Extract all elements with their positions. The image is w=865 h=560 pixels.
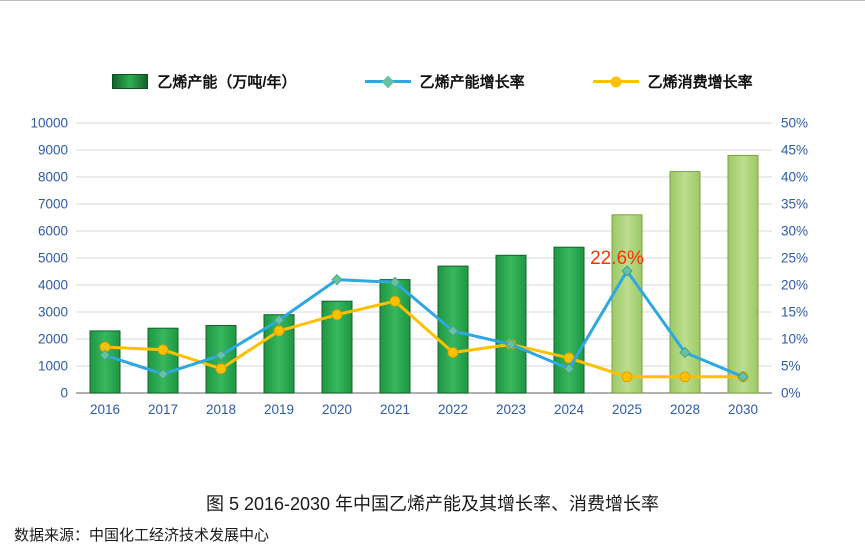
line-consumption-growth bbox=[99, 295, 749, 383]
left-axis-tick-label: 1000 bbox=[38, 359, 68, 374]
diamond-marker-icon bbox=[331, 274, 343, 286]
diamond-marker-icon bbox=[447, 325, 459, 337]
left-axis-tick-label: 8000 bbox=[38, 170, 68, 185]
diamond-marker-icon bbox=[505, 338, 517, 350]
left-axis-tick-label: 6000 bbox=[38, 224, 68, 239]
diamond-marker-icon bbox=[389, 276, 401, 288]
legend-item-capacity-bars: 乙烯产能（万吨/年） bbox=[112, 71, 297, 92]
diamond-marker-icon bbox=[99, 349, 111, 361]
right-axis-tick-label: 40% bbox=[781, 170, 808, 185]
left-axis-tick-label: 3000 bbox=[38, 305, 68, 320]
circle-marker-icon bbox=[621, 371, 633, 383]
x-axis-tick-label: 2025 bbox=[612, 402, 642, 417]
left-axis-tick-label: 9000 bbox=[38, 143, 68, 158]
right-axis-tick-label: 45% bbox=[781, 143, 808, 158]
circle-marker-icon bbox=[331, 309, 343, 321]
right-axis-tick-label: 35% bbox=[781, 197, 808, 212]
bar-2028 bbox=[669, 171, 701, 394]
legend-label-capacity-growth: 乙烯产能增长率 bbox=[419, 74, 525, 91]
circle-marker-icon bbox=[215, 363, 227, 375]
diamond-marker-icon bbox=[563, 363, 575, 375]
capacity-growth-line-icon bbox=[364, 75, 411, 88]
right-axis-tick-label: 20% bbox=[781, 278, 808, 293]
left-axis-tick-label: 10000 bbox=[30, 116, 68, 131]
circle-marker-icon bbox=[447, 347, 459, 358]
left-axis-tick-label: 0 bbox=[60, 386, 68, 401]
circle-marker-icon bbox=[157, 344, 169, 356]
x-axis-tick-label: 2021 bbox=[380, 402, 410, 417]
diamond-marker-icon bbox=[215, 349, 227, 361]
circle-marker-icon bbox=[679, 371, 691, 383]
left-axis-tick-label: 4000 bbox=[38, 278, 68, 293]
right-axis-tick-label: 30% bbox=[781, 224, 808, 239]
right-axis-tick-label: 15% bbox=[781, 305, 808, 320]
x-axis-tick-label: 2016 bbox=[90, 402, 120, 417]
legend-label-consumption-growth: 乙烯消费增长率 bbox=[647, 74, 753, 91]
circle-marker-icon bbox=[273, 325, 285, 337]
x-axis-tick-label: 2023 bbox=[496, 402, 526, 417]
x-axis-tick-label: 2030 bbox=[728, 402, 758, 417]
bar-2016 bbox=[89, 330, 121, 394]
consumption-growth-line-icon bbox=[592, 76, 639, 87]
x-axis-tick-label: 2019 bbox=[264, 402, 294, 417]
bar-2017 bbox=[147, 327, 179, 394]
chart-legend: 乙烯产能（万吨/年） 乙烯产能增长率 乙烯消费增长率 bbox=[0, 71, 865, 92]
right-axis-tick-label: 50% bbox=[781, 116, 808, 131]
left-axis-tick-label: 2000 bbox=[38, 332, 68, 347]
diamond-marker-icon bbox=[157, 368, 169, 380]
data-source: 数据来源：中国化工经济技术发展中心 bbox=[14, 527, 270, 544]
circle-marker-icon bbox=[389, 295, 401, 307]
line-capacity-growth bbox=[99, 265, 749, 383]
chart-canvas: 0 1000 2000 3000 4000 5000 6000 7000 8000 9000 100… bbox=[30, 116, 808, 418]
diamond-marker-icon bbox=[621, 265, 633, 277]
combo-chart: 0 1000 2000 3000 4000 5000 6000 7000 8000 9000 100… bbox=[0, 101, 865, 446]
bar-swatch-icon bbox=[112, 74, 149, 89]
diamond-marker-icon bbox=[381, 75, 394, 88]
bar-2030 bbox=[727, 154, 759, 394]
right-axis-tick-label: 5% bbox=[781, 359, 801, 374]
legend-item-capacity-growth: 乙烯产能增长率 bbox=[364, 71, 525, 92]
right-axis-tick-label: 10% bbox=[781, 332, 808, 347]
diamond-marker-icon bbox=[273, 314, 285, 326]
left-axis-tick-label: 5000 bbox=[38, 251, 68, 266]
diamond-marker-icon bbox=[737, 371, 749, 383]
bar-2022 bbox=[437, 265, 469, 394]
peak-annotation: 22.6% bbox=[590, 248, 644, 269]
x-axis-tick-label: 2028 bbox=[670, 402, 700, 417]
x-axis-tick-label: 2018 bbox=[206, 402, 236, 417]
bar-2023 bbox=[495, 254, 527, 394]
circle-marker-icon bbox=[610, 76, 622, 87]
right-axis-tick-label: 0% bbox=[781, 386, 801, 401]
bar-2025 bbox=[611, 214, 643, 394]
x-axis-tick-label: 2020 bbox=[322, 402, 352, 417]
figure-title: 图 5 2016-2030 年中国乙烯产能及其增长率、消费增长率 bbox=[205, 494, 660, 514]
x-axis-tick-label: 2022 bbox=[438, 402, 468, 417]
right-axis-tick-label: 25% bbox=[781, 251, 808, 266]
x-axis-tick-label: 2024 bbox=[554, 402, 585, 417]
x-axis-tick-label: 2017 bbox=[148, 402, 178, 417]
diamond-marker-icon bbox=[679, 346, 691, 359]
legend-label-capacity: 乙烯产能（万吨/年） bbox=[157, 74, 297, 91]
left-axis-tick-label: 7000 bbox=[38, 197, 68, 212]
legend-item-consumption-growth: 乙烯消费增长率 bbox=[592, 71, 753, 92]
